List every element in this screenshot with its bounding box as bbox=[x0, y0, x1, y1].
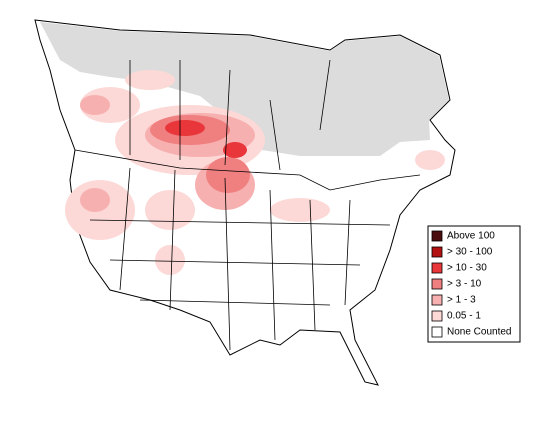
legend: Above 100 > 30 - 100 > 10 - 30 > 3 - 10 > 1 … bbox=[431, 230, 512, 338]
legend-label: > 10 - 30 bbox=[447, 263, 487, 274]
legend-label: > 3 - 10 bbox=[447, 279, 482, 290]
borders bbox=[74, 59, 421, 351]
legend-label: None Counted bbox=[447, 327, 512, 338]
legend-label: > 1 - 3 bbox=[447, 295, 476, 306]
legend-swatch bbox=[431, 246, 443, 258]
legend-swatch bbox=[431, 278, 443, 290]
legend-box bbox=[427, 225, 521, 343]
abundance-areas bbox=[65, 70, 445, 275]
no-data-region bbox=[40, 22, 449, 156]
legend-swatch bbox=[431, 310, 443, 322]
legend-swatch bbox=[431, 294, 443, 306]
legend-label: Above 100 bbox=[447, 231, 495, 242]
legend-swatch bbox=[431, 230, 443, 242]
legend-label: > 30 - 100 bbox=[447, 247, 493, 258]
legend-label: 0.05 - 1 bbox=[447, 311, 481, 322]
legend-swatch bbox=[431, 262, 443, 274]
legend-swatch bbox=[431, 326, 443, 338]
